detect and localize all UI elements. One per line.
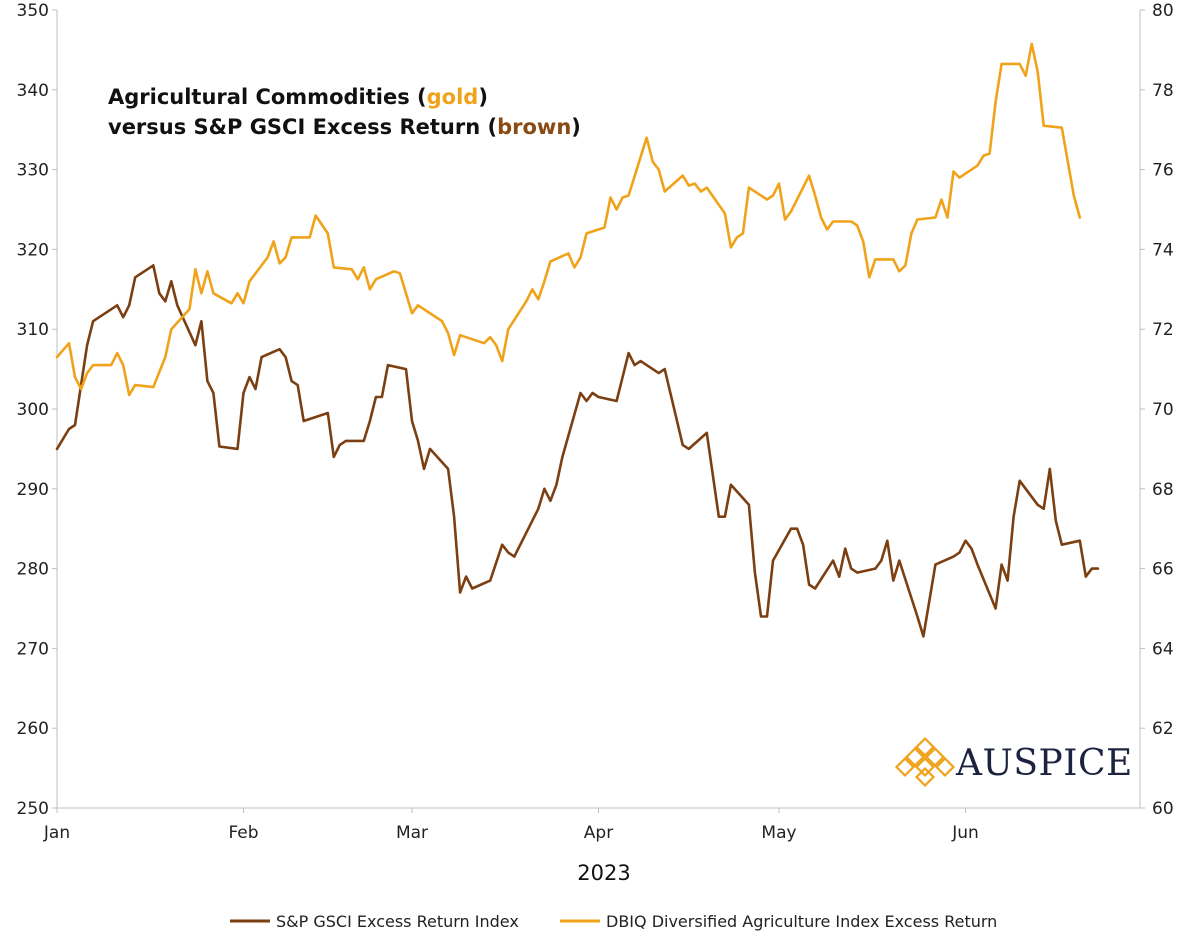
left-tick-label: 300	[17, 400, 49, 420]
right-tick-label: 74	[1152, 240, 1174, 260]
series-layer	[55, 42, 1100, 638]
left-tick-label: 310	[17, 320, 49, 340]
x-tick-label: Feb	[228, 823, 258, 843]
x-tick-label: Jan	[43, 823, 70, 843]
right-tick-label: 66	[1152, 560, 1174, 580]
x-tick-label: Mar	[396, 823, 428, 843]
left-tick-label: 250	[17, 799, 49, 819]
right-tick-label: 68	[1152, 480, 1174, 500]
left-tick-label: 320	[17, 240, 49, 260]
title-line-2-prefix: versus S&P GSCI Excess Return (	[108, 115, 497, 139]
title-line-2: versus S&P GSCI Excess Return (brown)	[108, 115, 581, 139]
right-tick-label: 70	[1152, 400, 1174, 420]
logo-text: AUSPICE	[955, 743, 1133, 784]
x-tick-label: May	[761, 823, 796, 843]
legend: S&P GSCI Excess Return Index DBIQ Divers…	[230, 912, 997, 931]
title-gold-word: gold	[427, 85, 479, 109]
right-axis-ticks: 60 62 64 66 68 70 72 74 76 78 80	[1140, 1, 1174, 819]
x-tick-label: Jun	[951, 823, 979, 843]
auspice-logo: AUSPICE	[894, 736, 1133, 788]
right-tick-label: 80	[1152, 1, 1174, 21]
chart-title: Agricultural Commodities (gold) versus S…	[108, 85, 581, 139]
legend-label-dbiq: DBIQ Diversified Agriculture Index Exces…	[606, 912, 997, 931]
title-line-1-suffix: )	[478, 85, 488, 109]
x-axis-ticks: Jan Feb Mar Apr May Jun	[43, 808, 979, 843]
auspice-knot-icon	[894, 736, 956, 788]
title-brown-word: brown	[497, 115, 571, 139]
left-tick-label: 350	[17, 1, 49, 21]
title-line-2-suffix: )	[571, 115, 581, 139]
right-tick-label: 64	[1152, 639, 1174, 659]
right-tick-label: 76	[1152, 161, 1174, 181]
legend-label-sp-gsci: S&P GSCI Excess Return Index	[276, 912, 519, 931]
left-axis-ticks: 250 260 270 280 290 300 310 320 330 340 350	[17, 1, 57, 819]
left-tick-label: 270	[17, 639, 49, 659]
title-line-1-prefix: Agricultural Commodities (	[108, 85, 427, 109]
left-tick-label: 330	[17, 161, 49, 181]
left-tick-label: 260	[17, 719, 49, 739]
series-line-sp-gsci	[55, 264, 1100, 638]
right-tick-label: 78	[1152, 81, 1174, 101]
left-tick-label: 290	[17, 480, 49, 500]
right-tick-label: 72	[1152, 320, 1174, 340]
title-line-1: Agricultural Commodities (gold)	[108, 85, 488, 109]
left-tick-label: 340	[17, 81, 49, 101]
left-tick-label: 280	[17, 560, 49, 580]
right-tick-label: 62	[1152, 719, 1174, 739]
x-axis-label: 2023	[577, 861, 630, 885]
x-tick-label: Apr	[584, 823, 613, 843]
series-line-dbiq	[55, 42, 1082, 397]
right-tick-label: 60	[1152, 799, 1174, 819]
